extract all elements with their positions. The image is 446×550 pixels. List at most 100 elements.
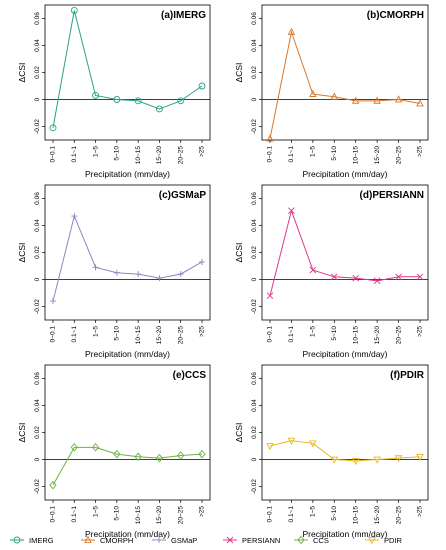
y-tick-label: 0 xyxy=(251,457,258,461)
x-tick-label: 5~10 xyxy=(331,146,338,161)
x-tick-label: 20~25 xyxy=(395,326,402,345)
x-axis-label: Precipitation (mm/day) xyxy=(85,349,170,359)
y-tick-label: 0.04 xyxy=(251,399,258,412)
legend-marker xyxy=(13,536,21,544)
data-point xyxy=(309,89,317,97)
data-point xyxy=(155,453,164,463)
y-tick-label: 0 xyxy=(251,277,258,281)
data-point xyxy=(373,96,381,104)
data-point xyxy=(352,274,360,282)
data-point xyxy=(266,443,274,451)
y-tick-label: 0.06 xyxy=(251,192,258,205)
x-axis-label: Precipitation (mm/day) xyxy=(302,529,387,539)
data-point xyxy=(330,273,338,281)
x-tick-label: 20~25 xyxy=(177,326,184,345)
data-point xyxy=(416,453,424,462)
y-tick-label: 0.02 xyxy=(34,426,41,439)
data-point xyxy=(134,452,142,462)
data-point xyxy=(49,480,57,490)
panel-title: (c)GSMaP xyxy=(159,190,207,201)
y-tick-label: -0.02 xyxy=(251,479,258,494)
data-point xyxy=(373,456,381,464)
x-tick-label: 20~25 xyxy=(177,146,184,165)
x-tick-label: 5~10 xyxy=(331,506,338,521)
data-point xyxy=(309,266,317,274)
y-tick-label: 0.04 xyxy=(251,39,258,52)
y-tick-label: -0.02 xyxy=(34,299,41,314)
x-tick-label: 10~15 xyxy=(352,506,359,525)
y-tick-label: 0.06 xyxy=(34,372,41,385)
x-tick-label: 10~15 xyxy=(352,326,359,345)
data-point xyxy=(198,82,206,90)
x-tick-label: 0.1~1 xyxy=(288,506,295,523)
chart-panel-2: -0.02 0 0.02 0.04 0.06 0~0.1 0.1~1 1~5 5~10 10~15… xyxy=(234,4,429,179)
x-tick-label: 10~15 xyxy=(135,326,142,345)
y-tick-label: 0.02 xyxy=(34,246,41,259)
y-tick-label: 0.04 xyxy=(34,39,41,52)
x-tick-label: 0~0.1 xyxy=(50,146,57,163)
y-tick-label: 0 xyxy=(34,277,41,281)
x-axis-label: Precipitation (mm/day) xyxy=(85,529,170,539)
series-line xyxy=(52,214,203,302)
legend-marker xyxy=(156,537,162,543)
x-tick-label: 1~5 xyxy=(92,146,99,157)
data-point xyxy=(288,207,295,214)
data-point xyxy=(135,271,142,278)
plot-frame xyxy=(261,364,429,501)
series-line xyxy=(52,10,203,128)
data-point xyxy=(70,6,78,14)
y-axis-label: ΔCSI xyxy=(17,423,27,443)
x-tick-label: 15~20 xyxy=(374,326,381,345)
data-point xyxy=(330,456,339,464)
y-tick-label: 0.06 xyxy=(251,12,258,25)
plot-frame xyxy=(44,184,211,321)
x-axis-label: Precipitation (mm/day) xyxy=(85,169,170,179)
y-tick-label: 0 xyxy=(34,97,41,101)
y-axis-label: ΔCSI xyxy=(234,423,244,443)
x-tick-label: 10~15 xyxy=(352,146,359,165)
x-tick-label: 0.1~1 xyxy=(288,146,295,163)
data-point xyxy=(49,124,57,132)
legend-label: CCS xyxy=(313,536,329,545)
x-tick-label: 0~0.1 xyxy=(267,146,274,163)
x-tick-label: 5~10 xyxy=(114,146,121,161)
data-point xyxy=(351,96,360,104)
data-point xyxy=(91,443,100,452)
x-tick-label: 5~10 xyxy=(114,506,121,521)
y-axis-label: ΔCSI xyxy=(17,63,27,83)
x-tick-label: 1~5 xyxy=(310,506,317,517)
plot-frame xyxy=(261,4,429,141)
y-tick-label: 0 xyxy=(34,457,41,461)
data-point xyxy=(198,449,206,459)
data-point xyxy=(177,451,185,460)
y-tick-label: 0.06 xyxy=(34,192,41,205)
x-tick-label: 15~20 xyxy=(374,506,381,525)
data-point xyxy=(287,27,296,35)
legend-marker xyxy=(226,536,234,544)
data-point xyxy=(394,95,403,103)
x-tick-label: 1~5 xyxy=(92,506,99,517)
x-tick-label: 5~10 xyxy=(331,326,338,341)
data-point xyxy=(177,271,184,278)
x-tick-label: 0.1~1 xyxy=(288,326,295,343)
legend-label: CMORPH xyxy=(100,536,133,545)
data-point xyxy=(50,298,56,305)
x-axis-label: Precipitation (mm/day) xyxy=(302,169,387,179)
chart-panel-3: -0.02 0 0.02 0.04 0.06 0~0.1 0.1~1 1~5 5~10 10~15… xyxy=(17,184,211,359)
data-point xyxy=(266,292,274,300)
y-axis-label: ΔCSI xyxy=(17,243,27,263)
data-point xyxy=(416,273,424,281)
series-line xyxy=(269,208,420,296)
chart-panel-6: -0.02 0 0.02 0.04 0.06 0~0.1 0.1~1 1~5 5~10 10~15… xyxy=(234,364,429,539)
panel-title: (f)PDIR xyxy=(390,370,425,381)
x-tick-label: 0~0.1 xyxy=(267,326,274,343)
data-point xyxy=(113,269,120,276)
chart-panel-5: -0.02 0 0.02 0.04 0.06 0~0.1 0.1~1 1~5 5~10 10~15… xyxy=(17,364,211,539)
data-point xyxy=(287,437,296,445)
y-axis-label: ΔCSI xyxy=(234,243,244,263)
panel-title: (a)IMERG xyxy=(161,10,206,21)
data-point xyxy=(351,458,360,466)
y-tick-label: 0.06 xyxy=(251,372,258,385)
data-point xyxy=(416,99,424,107)
x-tick-label: >25 xyxy=(199,326,206,337)
